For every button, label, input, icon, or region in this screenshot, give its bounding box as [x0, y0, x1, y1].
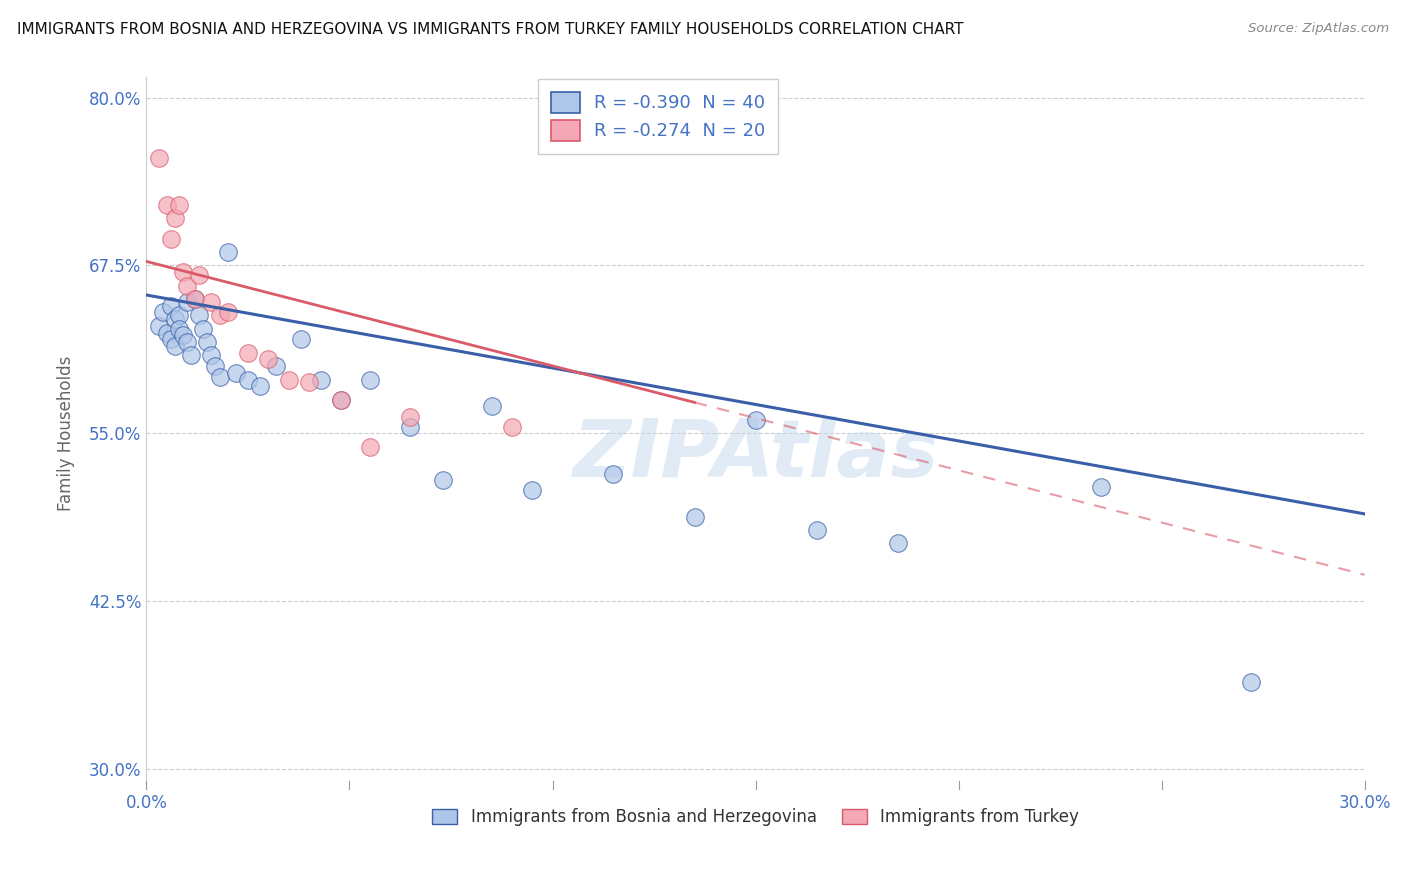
- Point: [886, 536, 908, 550]
- Point: [277, 373, 299, 387]
- Point: [602, 467, 624, 481]
- Point: [184, 292, 207, 306]
- Point: [176, 278, 198, 293]
- Point: [806, 523, 828, 537]
- Text: Source: ZipAtlas.com: Source: ZipAtlas.com: [1249, 22, 1389, 36]
- Point: [176, 294, 198, 309]
- Point: [159, 299, 181, 313]
- Point: [225, 366, 247, 380]
- Point: [309, 373, 332, 387]
- Point: [683, 509, 706, 524]
- Y-axis label: Family Households: Family Households: [58, 356, 75, 511]
- Legend: Immigrants from Bosnia and Herzegovina, Immigrants from Turkey: Immigrants from Bosnia and Herzegovina, …: [425, 799, 1087, 834]
- Point: [298, 376, 321, 390]
- Point: [399, 419, 422, 434]
- Point: [744, 413, 766, 427]
- Point: [257, 352, 280, 367]
- Point: [236, 345, 259, 359]
- Point: [266, 359, 288, 374]
- Point: [148, 318, 170, 333]
- Point: [184, 292, 207, 306]
- Point: [188, 308, 211, 322]
- Point: [204, 359, 226, 374]
- Point: [290, 332, 312, 346]
- Point: [481, 400, 503, 414]
- Point: [195, 334, 218, 349]
- Point: [188, 268, 211, 282]
- Text: ZIPAtlas: ZIPAtlas: [572, 416, 939, 493]
- Point: [330, 392, 353, 407]
- Point: [1240, 674, 1263, 689]
- Point: [159, 231, 181, 245]
- Point: [217, 305, 239, 319]
- Point: [167, 321, 190, 335]
- Point: [208, 308, 231, 322]
- Point: [193, 321, 215, 335]
- Point: [156, 198, 179, 212]
- Point: [172, 265, 194, 279]
- Point: [399, 410, 422, 425]
- Point: [200, 294, 222, 309]
- Point: [163, 339, 186, 353]
- Point: [163, 211, 186, 226]
- Point: [501, 419, 523, 434]
- Point: [200, 348, 222, 362]
- Point: [359, 373, 381, 387]
- Point: [432, 473, 454, 487]
- Point: [176, 334, 198, 349]
- Point: [152, 305, 174, 319]
- Point: [180, 348, 202, 362]
- Point: [159, 332, 181, 346]
- Point: [330, 392, 353, 407]
- Point: [167, 198, 190, 212]
- Point: [249, 379, 271, 393]
- Point: [236, 373, 259, 387]
- Point: [217, 245, 239, 260]
- Point: [522, 483, 544, 497]
- Point: [156, 326, 179, 340]
- Point: [1090, 480, 1112, 494]
- Point: [163, 312, 186, 326]
- Text: IMMIGRANTS FROM BOSNIA AND HERZEGOVINA VS IMMIGRANTS FROM TURKEY FAMILY HOUSEHOL: IMMIGRANTS FROM BOSNIA AND HERZEGOVINA V…: [17, 22, 963, 37]
- Point: [167, 308, 190, 322]
- Point: [208, 370, 231, 384]
- Point: [172, 328, 194, 343]
- Point: [148, 151, 170, 165]
- Point: [359, 440, 381, 454]
